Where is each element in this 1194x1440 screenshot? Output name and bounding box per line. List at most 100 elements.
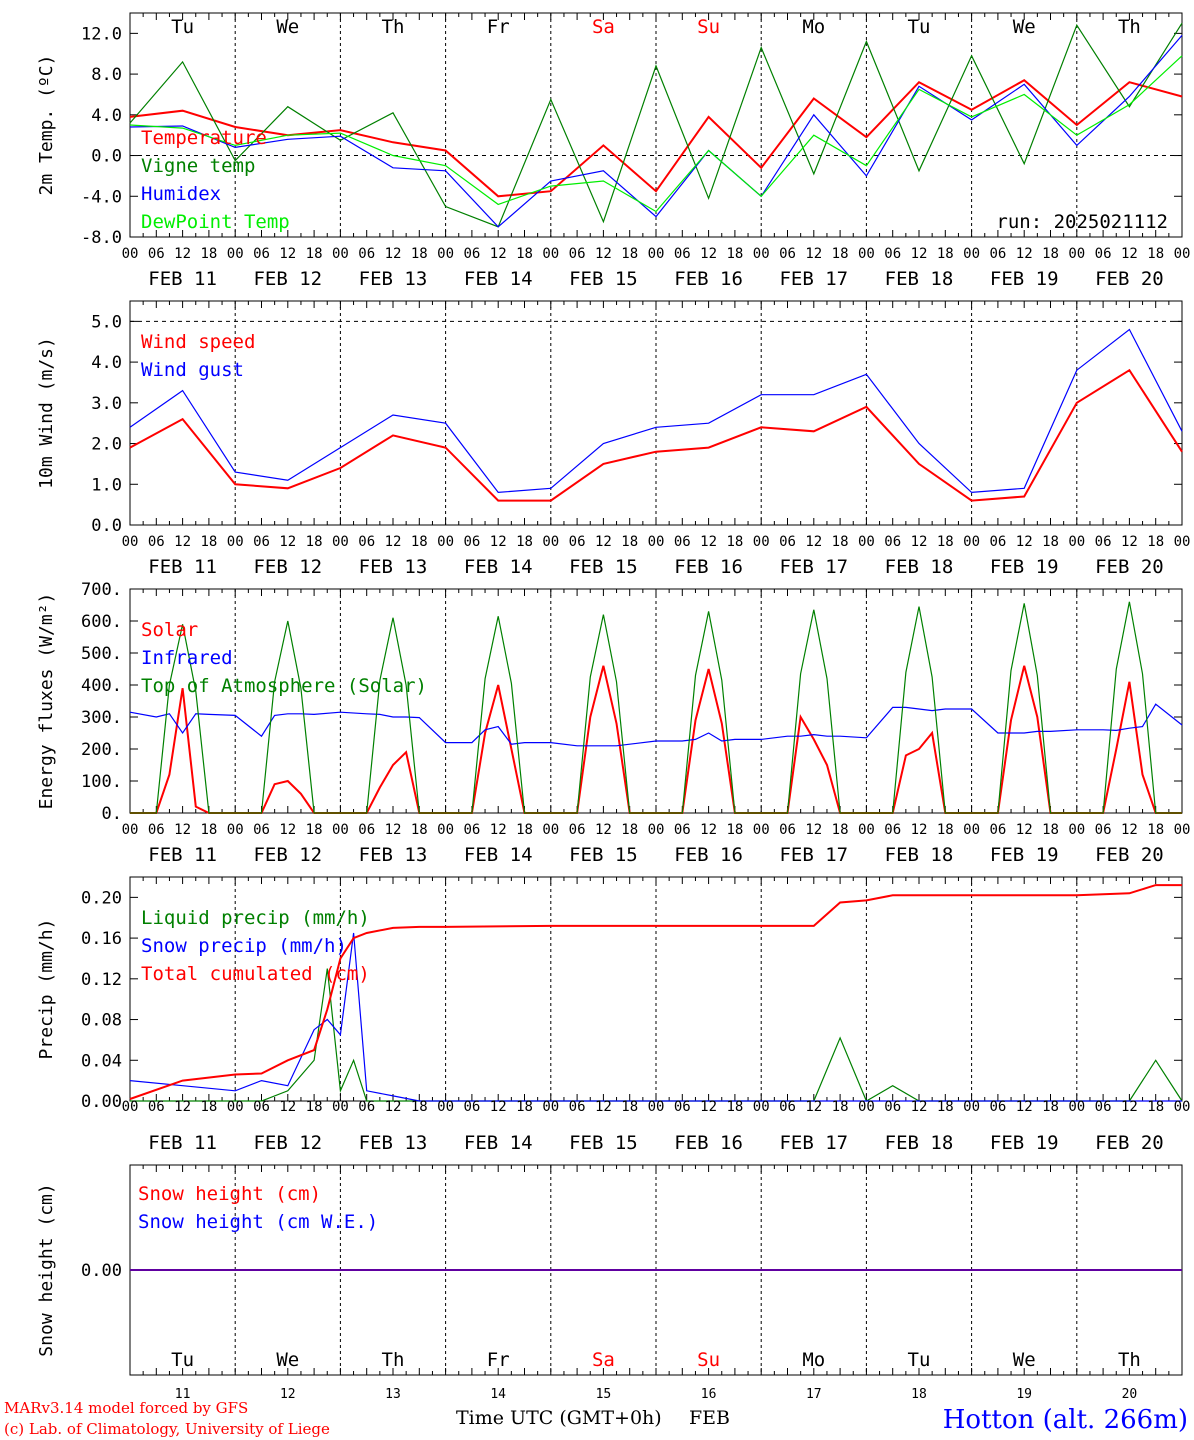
date-label: FEB 16 [674,1132,743,1154]
day-number-label: 17 [806,1387,822,1402]
hour-label: 18 [200,246,217,262]
y-axis-label: Precip (mm/h) [36,919,57,1060]
hour-label: 18 [306,534,323,550]
hour-label: 00 [963,534,980,550]
hour-label: 12 [1121,534,1138,550]
hour-label: 00 [332,534,349,550]
y-tick-label: 0.04 [81,1051,122,1071]
date-label: FEB 18 [885,556,954,578]
day-number-label: 20 [1122,1387,1138,1402]
hour-label: 06 [674,246,691,262]
hour-label: 12 [1016,1099,1033,1115]
day-of-week-label: Th [1118,16,1141,38]
date-label: FEB 17 [779,1132,848,1154]
series-line [130,601,1182,814]
station-label: Hotton (alt. 266m) [943,1405,1188,1435]
hour-label: 00 [648,534,665,550]
hour-label: 06 [674,1099,691,1115]
hour-label: 18 [1042,822,1059,838]
legend-entry: Snow height (cm) [138,1183,321,1205]
hour-label: 12 [174,822,191,838]
day-number-label: 16 [701,1387,717,1402]
hour-label: 06 [779,534,796,550]
hour-label: 06 [674,534,691,550]
hour-label: 12 [1016,246,1033,262]
hour-label: 18 [1147,822,1164,838]
date-label: FEB 14 [464,556,533,578]
hour-label: 00 [227,1099,244,1115]
hour-label: 00 [332,822,349,838]
hour-label: 12 [700,246,717,262]
hour-label: 18 [200,822,217,838]
date-label: FEB 15 [569,268,638,290]
day-number-label: 19 [1016,1387,1032,1402]
hour-label: 18 [937,1099,954,1115]
legend-entry: Infrared [141,647,233,669]
hour-label: 18 [832,822,849,838]
panels: -8.0 -4.0 0.0 4.0 8.0 12.0 2m Temp. (ºC) Temper… [36,12,1190,1402]
hour-label: 12 [490,822,507,838]
day-of-week-label: Tu [908,16,931,38]
hour-label: 00 [753,1099,770,1115]
hour-label: 12 [1016,534,1033,550]
hour-label: 18 [516,246,533,262]
date-label: FEB 16 [674,556,743,578]
y-tick-label: 0.20 [81,888,122,908]
date-label: FEB 12 [253,268,322,290]
y-tick-label: 8.0 [91,65,122,85]
hour-label: 06 [779,822,796,838]
day-of-week-label: Mo [802,1349,825,1371]
hour-label: 18 [306,1099,323,1115]
series-line [129,368,1183,502]
hour-label: 18 [832,246,849,262]
hour-label: 06 [989,822,1006,838]
series-line [129,35,1183,228]
y-tick-label: 0.16 [81,929,122,949]
panel-5: 0.00 Snow height (cm) Snow height (cm) Snow… [36,1164,1183,1402]
hour-label: 06 [253,822,270,838]
hour-label: 06 [884,822,901,838]
y-tick-label: 700. [81,580,122,600]
series-line [129,703,1183,747]
hour-label: 00 [753,246,770,262]
hour-label: 00 [1068,1099,1085,1115]
hour-label: 06 [358,534,375,550]
hour-label: 06 [884,534,901,550]
hour-label: 18 [621,534,638,550]
hour-label: 00 [1068,534,1085,550]
hour-label: 06 [358,822,375,838]
date-label: FEB 11 [148,556,217,578]
y-tick-label: 0.00 [81,1092,122,1112]
y-tick-label: 4.0 [91,353,122,373]
hour-label: 06 [989,1099,1006,1115]
panel-2: 0.0 1.0 2.0 3.0 4.0 5.0 10m Wind (m/s) Wind spe… [36,300,1190,578]
day-of-week-label: Th [382,1349,405,1371]
hour-label: 00 [122,1099,139,1115]
hour-label: 00 [1068,822,1085,838]
y-tick-label: 0.00 [81,1261,122,1281]
hour-label: 18 [621,822,638,838]
hour-label: 06 [358,246,375,262]
hour-label: 00 [858,246,875,262]
hour-label: 00 [963,822,980,838]
hour-label: 00 [963,1099,980,1115]
legend-entry: DewPoint Temp [141,211,290,233]
date-label: FEB 12 [253,844,322,866]
hour-label: 12 [385,1099,402,1115]
hour-label: 12 [279,534,296,550]
hour-label: 12 [700,1099,717,1115]
hour-label: 18 [832,1099,849,1115]
hour-label: 12 [595,1099,612,1115]
hour-label: 12 [490,1099,507,1115]
hour-label: 00 [648,246,665,262]
y-tick-label: 300. [81,708,122,728]
panel-1: -8.0 -4.0 0.0 4.0 8.0 12.0 2m Temp. (ºC) Temper… [36,12,1190,290]
hour-label: 06 [148,822,165,838]
panel-4: 0.00 0.04 0.08 0.12 0.16 0.20 Precip (mm/h) Liq… [36,876,1190,1154]
time-axis-label: Time UTC (GMT+0h) [456,1407,662,1429]
hour-label: 18 [516,1099,533,1115]
hour-label: 06 [779,246,796,262]
legend-entry: Vigne temp [141,155,255,177]
day-of-week-label: Su [697,1349,720,1371]
hour-label: 06 [1095,1099,1112,1115]
